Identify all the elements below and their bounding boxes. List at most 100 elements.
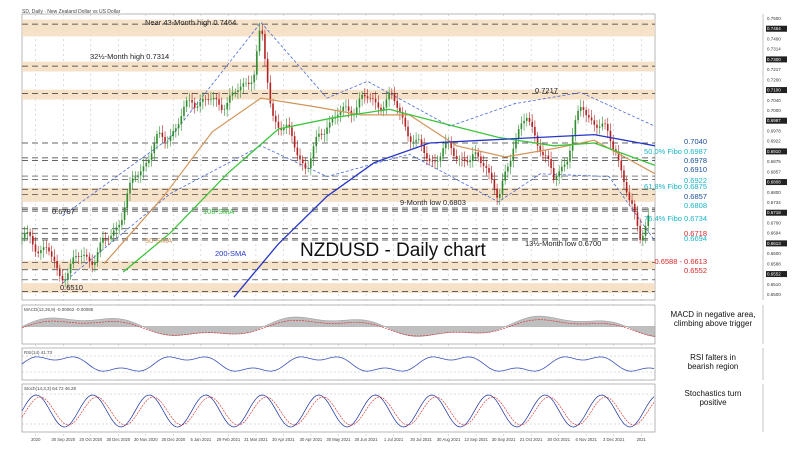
candle-body	[69, 263, 72, 274]
candle-body	[331, 118, 334, 123]
candle-body	[110, 235, 112, 240]
candle-body	[504, 171, 506, 181]
symbol-header: SD, Daily · New Zealand Dollar vs US Dol…	[22, 9, 121, 15]
right-level-label: 0.6588 - 0.6613	[654, 257, 707, 266]
indicator-comment: Stochastics turn	[685, 389, 742, 398]
candle-body	[291, 127, 293, 137]
candle-body	[561, 166, 563, 172]
axis-tick-box	[766, 179, 787, 186]
x-tick-label: 31 Mar 2021	[244, 437, 268, 442]
candle-body	[45, 247, 48, 248]
axis-tick-label: 0.6808	[767, 180, 781, 185]
candle-body	[558, 171, 560, 177]
x-tick-label: 30 May 2021	[326, 437, 351, 442]
x-tick-label: 20 Oct 2020	[79, 437, 102, 442]
candle-body	[355, 107, 358, 115]
candle-body	[369, 98, 372, 99]
candle-body	[58, 268, 61, 277]
candle-body	[388, 92, 390, 100]
axis-tick-label: 0.7300	[767, 57, 781, 62]
indicator-panel-frame	[21, 347, 656, 381]
right-level-label: 0.6694	[684, 234, 707, 243]
candle-body	[625, 182, 628, 193]
candle-body	[328, 122, 331, 128]
candle-body	[177, 124, 180, 129]
candle-body	[501, 180, 504, 195]
axis-tick-label: 0.7500	[767, 16, 781, 21]
candle-body	[552, 168, 555, 180]
candle-body	[293, 136, 296, 148]
candle-body	[574, 120, 577, 136]
candle-body	[366, 96, 369, 99]
candle-body	[507, 166, 509, 172]
x-tick-label: 21 Oct 2021	[520, 437, 543, 442]
candle-body	[391, 92, 393, 94]
candle-body	[450, 141, 452, 149]
axis-tick-box	[766, 209, 787, 216]
axis-tick-label: 0.6922	[767, 139, 781, 144]
candle-body	[579, 107, 582, 111]
candle-body	[374, 98, 377, 103]
candle-body	[285, 124, 288, 128]
candle-body	[256, 51, 258, 75]
candle-body	[212, 97, 215, 100]
candle-body	[534, 126, 536, 136]
x-tick-label: 1 Jul 2021	[384, 437, 404, 442]
candle-body	[428, 158, 431, 162]
annotation-label: Near 43-Month high 0.7464	[145, 18, 236, 27]
candle-body	[315, 136, 318, 147]
candle-body	[498, 194, 501, 198]
candle-body	[461, 158, 463, 160]
candle-body	[64, 279, 66, 281]
x-tick-label: 30 Jul 2021	[410, 437, 432, 442]
candle-body	[207, 99, 210, 101]
x-tick-label: 30 Aug 2021	[437, 437, 461, 442]
candle-body	[126, 193, 129, 209]
candle-body	[139, 171, 142, 176]
candle-body	[442, 148, 444, 157]
candle-body	[633, 203, 636, 213]
x-tick-label: 2021	[637, 437, 647, 442]
candle-body	[131, 178, 134, 183]
candle-body	[517, 129, 520, 139]
macd-area	[21, 315, 656, 338]
candle-body	[536, 135, 539, 146]
candle-body	[239, 86, 242, 91]
indicator-comment: climbing above trigger	[674, 319, 753, 328]
candle-body	[250, 82, 253, 85]
candle-body	[283, 127, 285, 131]
candle-body	[636, 212, 639, 226]
candle-body	[204, 98, 207, 100]
candle-body	[563, 164, 566, 167]
candle-body	[320, 133, 323, 135]
axis-tick-label: 0.7217	[767, 67, 781, 72]
candle-body	[180, 116, 183, 125]
candle-body	[396, 101, 399, 108]
axis-tick-box	[766, 117, 787, 124]
axis-tick-box	[766, 25, 787, 32]
rsi-line	[21, 356, 655, 372]
x-tick-label: 30 Sep 2020	[51, 437, 75, 442]
candle-body	[96, 252, 99, 263]
candle-body	[56, 260, 58, 269]
stoch-d-line	[21, 396, 655, 426]
sma-50-line	[103, 97, 656, 264]
candle-body	[593, 120, 596, 125]
candle-body	[21, 237, 23, 239]
candle-body	[604, 123, 606, 125]
candle-body	[469, 160, 471, 163]
candle-body	[104, 238, 107, 240]
candle-body	[85, 254, 88, 257]
candle-body	[142, 166, 145, 172]
axis-tick-label: 0.6875	[767, 159, 781, 164]
candle-body	[474, 152, 477, 155]
right-level-label: 0.6552	[684, 266, 707, 275]
candle-body	[377, 102, 380, 108]
candle-body	[436, 161, 439, 162]
candle-body	[423, 145, 426, 154]
candle-body	[571, 135, 574, 151]
axis-tick-label: 0.6978	[767, 128, 781, 133]
candle-body	[72, 257, 75, 264]
right-level-label: 0.6978	[684, 156, 707, 165]
candle-body	[642, 235, 644, 240]
